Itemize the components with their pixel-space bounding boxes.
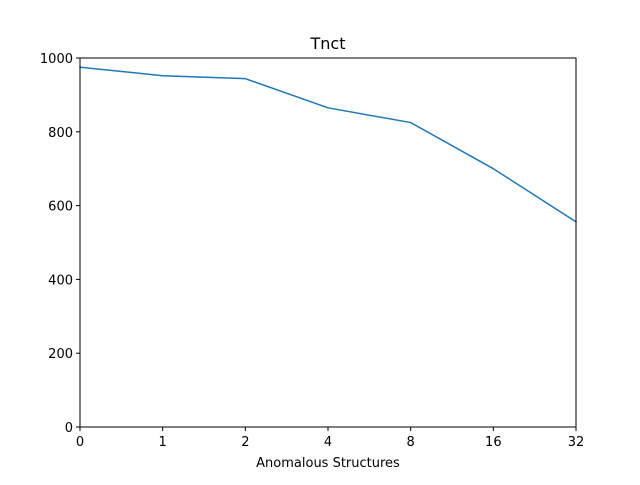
x-axis-title: Anomalous Structures <box>256 456 400 471</box>
y-tick-label-5: 1000 <box>40 52 73 67</box>
plot-area: 0 1 2 4 8 16 32 0 200 400 600 800 1000 <box>40 52 584 450</box>
series-line-0 <box>79 66 578 223</box>
y-tick-label-3: 600 <box>48 200 73 215</box>
axes-frame <box>79 57 577 428</box>
y-tick-label-4: 800 <box>48 126 73 141</box>
x-tick-label-1: 1 <box>159 435 167 450</box>
chart-title: Tnct <box>310 34 346 53</box>
x-tick-label-2: 2 <box>241 435 249 450</box>
y-tick-label-1: 200 <box>48 347 73 362</box>
y-tick-label-0: 0 <box>65 421 73 436</box>
y-tick-label-2: 400 <box>48 273 73 288</box>
x-tick-label-6: 32 <box>568 435 585 450</box>
x-tick-label-0: 0 <box>76 435 84 450</box>
x-tick-label-4: 8 <box>407 435 415 450</box>
x-tick-label-3: 4 <box>324 435 332 450</box>
x-tick-label-5: 16 <box>485 435 502 450</box>
